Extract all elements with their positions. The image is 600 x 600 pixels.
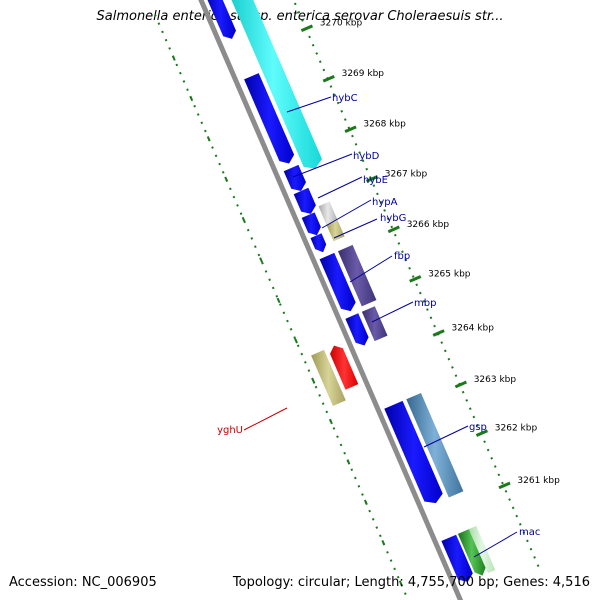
kbp-tick-label: 3266 kbp (407, 220, 450, 230)
gene-label-leader (349, 255, 393, 283)
inner-guide-mark (398, 580, 403, 586)
gene-feature[interactable] (293, 187, 316, 214)
gene-feature[interactable] (205, 0, 237, 39)
gene-label-hybE[interactable]: hybE (363, 175, 388, 186)
gene-label-leader (371, 301, 414, 323)
kbp-tick-label: 3267 kbp (385, 169, 428, 179)
gene-label-leader (286, 96, 332, 113)
inner-guide-mark (206, 136, 211, 142)
kbp-tick (454, 380, 467, 389)
kbp-tick-label: 3261 kbp (517, 476, 560, 486)
gene-feature-gsp[interactable] (384, 400, 443, 504)
kbp-tick (432, 329, 445, 337)
inner-guide-mark (189, 95, 194, 102)
gene-label-hypA[interactable]: hypA (372, 197, 398, 208)
kbp-tick-label: 3262 kbp (495, 424, 538, 434)
inner-guide-mark (294, 338, 298, 344)
inner-guide-mark (381, 540, 386, 546)
kbp-tick-label: 3264 kbp (452, 324, 495, 334)
gene-feature[interactable] (244, 73, 295, 164)
kbp-tick-label: 3270 kbp (320, 19, 363, 29)
kbp-tick (498, 481, 511, 490)
gene-label-hybD[interactable]: hybD (353, 151, 380, 162)
gene-feature-mbp[interactable] (345, 313, 369, 346)
kbp-tick-label: 3263 kbp (474, 375, 517, 385)
gene-feature-yghU[interactable] (311, 349, 346, 406)
gene-feature[interactable] (318, 201, 338, 225)
gene-feature[interactable] (338, 244, 377, 307)
inner-guide-mark (276, 297, 281, 304)
genome-backbone (198, 0, 464, 600)
kbp-tick (300, 24, 314, 33)
kbp-tick (475, 429, 489, 437)
kbp-tick (344, 125, 357, 134)
gene-feature-fbp[interactable] (319, 252, 356, 312)
inner-guide-mark (171, 55, 176, 61)
gene-feature-hybC[interactable] (225, 0, 322, 169)
inner-guide-mark (224, 176, 229, 182)
inner-guide-mark (259, 257, 264, 263)
gene-label-mbp[interactable]: mbp (414, 298, 436, 309)
kbp-tick-label: 3269 kbp (342, 69, 385, 79)
gene-label-yghU[interactable]: yghU (217, 425, 243, 436)
gene-feature[interactable] (468, 525, 496, 574)
gene-feature[interactable] (283, 164, 306, 191)
inner-guide-mark (329, 418, 333, 425)
gene-label-leader (243, 407, 288, 431)
inner-guide-mark (363, 499, 368, 506)
kbp-tick (365, 175, 379, 183)
gene-feature[interactable] (457, 529, 486, 576)
kbp-tick (409, 275, 422, 283)
gene-feature-mac[interactable] (441, 534, 473, 582)
gene-label-mac[interactable]: mac (519, 527, 540, 538)
gene-label-leader (321, 199, 372, 229)
inner-guide-mark (311, 378, 316, 384)
gene-label-leader (292, 153, 353, 178)
gene-label-gsp[interactable]: gsp (469, 422, 487, 433)
gene-label-fbp[interactable]: fbp (394, 251, 410, 262)
gene-label-hybC[interactable]: hybC (332, 93, 358, 104)
gene-feature[interactable] (361, 306, 388, 342)
gene-label-leader (317, 176, 363, 199)
kbp-tick-label: 3265 kbp (428, 269, 471, 279)
gene-label-hybG[interactable]: hybG (380, 213, 406, 224)
kbp-tick (387, 225, 400, 234)
kbp-tick-label: 3268 kbp (363, 120, 406, 130)
kbp-tick (322, 75, 335, 83)
gene-feature[interactable] (310, 233, 327, 253)
gene-feature[interactable] (406, 393, 464, 498)
map-title: Salmonella enterica subsp. enterica sero… (96, 9, 504, 24)
genome-summary-text: Topology: circular; Length: 4,755,700 bp… (232, 575, 590, 590)
inner-guide-mark (346, 459, 351, 465)
gene-feature[interactable] (330, 345, 359, 390)
gene-feature[interactable] (326, 219, 345, 242)
gene-label-leader (333, 218, 378, 239)
inner-guide-mark (241, 216, 246, 223)
gene-label-leader (473, 531, 518, 558)
gene-feature[interactable] (301, 212, 321, 236)
gene-label-leader (423, 425, 469, 448)
accession-text: Accession: NC_006905 (9, 575, 157, 590)
